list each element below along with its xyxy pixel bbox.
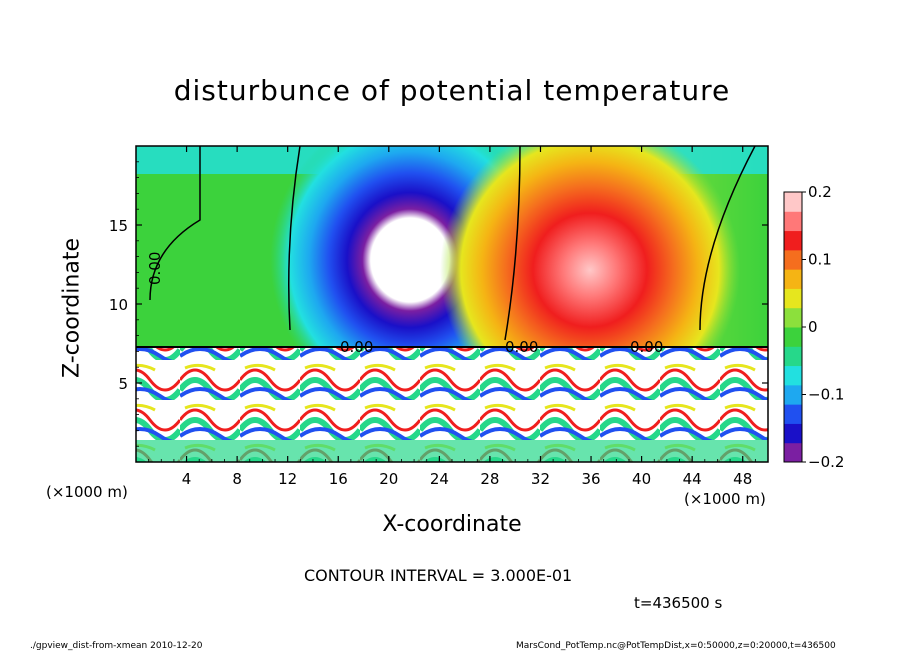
colorbar-tick-label: 0.1 [808,251,832,269]
y-tick-label: 5 [118,375,128,393]
colorbar-band [784,211,802,232]
x-tick-label: 20 [379,470,398,488]
y-tick-label: 15 [109,217,128,235]
y-axis: 5 10 15 [109,161,768,447]
contour-label: 0.00 [505,338,538,356]
colorbar-tick-label: −0.2 [808,453,844,471]
x-tick-label: 24 [430,470,449,488]
x-tick-label: 16 [329,470,348,488]
x-tick-label: 36 [581,470,600,488]
colorbar-band [784,404,802,424]
contour-label: 0.00 [340,338,373,356]
x-axis-title: X-coordinate [382,512,522,537]
colorbar: 0.2 0.1 0 −0.1 −0.2 [783,183,844,471]
time-label: t=436500 s [634,594,723,612]
contour-label: 0.00 [146,252,164,285]
colorbar-band [784,346,802,367]
contour-label: 0.00 [630,338,663,356]
colorbar-band [784,249,802,270]
contour-interval-label: CONTOUR INTERVAL = 3.000E-01 [304,566,573,585]
x-axis-unit-left: (×1000 m) [46,483,128,501]
x-axis: 4 8 12 16 20 24 28 32 36 40 44 48 [148,146,756,488]
x-tick-label: 4 [182,470,192,488]
colorbar-band [784,307,802,328]
x-tick-label: 32 [531,470,550,488]
x-tick-label: 8 [232,470,242,488]
colorbar-band [784,384,802,405]
x-tick-label: 48 [733,470,752,488]
colorbar-band [784,288,802,309]
colorbar-tick-label: 0 [808,318,818,336]
colorbar-band [784,442,802,463]
y-tick-label: 10 [109,296,128,314]
x-tick-label: 12 [278,470,297,488]
x-tick-label: 40 [632,470,651,488]
colorbar-band [784,230,802,251]
heatmap-field [136,146,768,462]
footer-command: ./gpview_dist-from-xmean 2010-12-20 [30,641,203,651]
colorbar-band [784,423,802,444]
y-axis-title: Z-coordinate [59,238,85,378]
colorbar-band [784,269,802,289]
contour-labels: 0.00 0.00 0.00 0.00 [146,252,663,356]
colorbar-tick-label: −0.1 [808,386,844,404]
footer-source: MarsCond_PotTemp.nc@PotTempDist,x=0:5000… [516,641,836,651]
colorbar-band [784,327,802,347]
chart-title: disturbunce of potential temperature [173,74,731,107]
colorbar-band [784,365,802,386]
colorbar-band [784,192,802,212]
x-tick-label: 28 [480,470,499,488]
colorbar-tick-label: 0.2 [808,183,832,201]
x-axis-unit-right: (×1000 m) [684,490,766,508]
x-tick-label: 44 [683,470,702,488]
